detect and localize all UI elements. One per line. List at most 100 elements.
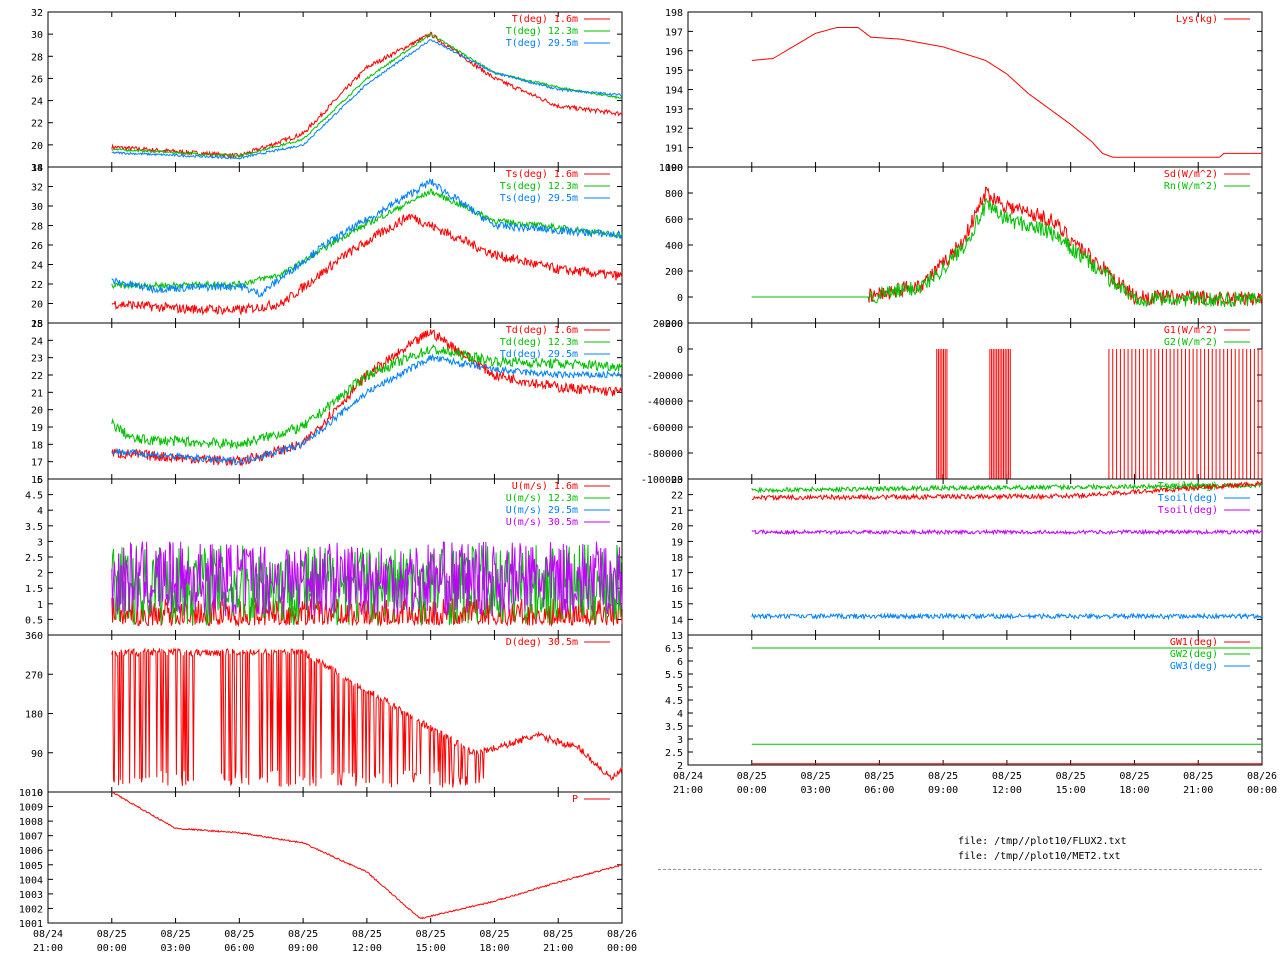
Ts-ytick-label: 18 — [31, 319, 43, 330]
T-legend-label: T(deg) 12.3m — [506, 26, 578, 37]
U-legend-label: U(m/s) 30.5m — [506, 517, 578, 528]
Tsoil-ytick-label: 14 — [671, 615, 683, 626]
GW-legend-label: GW2(deg) — [1170, 649, 1218, 660]
Rad-ytick-label: 600 — [665, 215, 683, 226]
Tsoil-legend-label: Tsoil(deg) — [1158, 481, 1218, 492]
Td-ytick-label: 24 — [31, 336, 43, 347]
P-xtick-time: 15:00 — [416, 943, 446, 954]
U-series-1 — [111, 544, 623, 626]
Ts-ytick-label: 34 — [31, 163, 43, 174]
U-ytick-label: 4 — [37, 506, 43, 517]
GW-xtick-date: 08/25 — [801, 771, 831, 782]
Tsoil-series-0 — [751, 481, 1263, 494]
P-xtick-time: 21:00 — [543, 943, 573, 954]
Lys-series-0 — [751, 27, 1262, 158]
Ts-ytick-label: 28 — [31, 222, 43, 233]
P-xtick-date: 08/25 — [416, 929, 446, 940]
GW-legend-label: GW1(deg) — [1170, 637, 1218, 648]
Ts-ytick-label: 32 — [31, 183, 43, 194]
P-xtick-time: 06:00 — [224, 943, 254, 954]
GW-xtick-date: 08/26 — [1247, 771, 1277, 782]
Ts-ytick-label: 26 — [31, 241, 43, 252]
Ts-legend-label: Ts(deg) 12.3m — [500, 181, 578, 192]
P-ytick-label: 1005 — [19, 861, 43, 872]
U-ytick-label: 5 — [37, 475, 43, 486]
Td-legend-label: Td(deg) 12.3m — [500, 337, 578, 348]
U-legend-label: U(m/s) 12.3m — [506, 493, 578, 504]
Lys-frame — [687, 11, 1263, 168]
GW-ytick-label: 5 — [677, 683, 683, 694]
T-series-0 — [111, 31, 623, 159]
GW-xtick-date: 08/25 — [1119, 771, 1149, 782]
Td-ytick-label: 20 — [31, 406, 43, 417]
T-ytick-label: 20 — [31, 141, 43, 152]
Rad-ytick-label: 200 — [665, 267, 683, 278]
GW-xtick-date: 08/25 — [928, 771, 958, 782]
Ts-series-0 — [111, 213, 623, 316]
T-ytick-label: 18 — [31, 163, 43, 174]
T-ytick-label: 26 — [31, 74, 43, 85]
GW-xtick-time: 15:00 — [1056, 785, 1086, 796]
Td-ytick-label: 22 — [31, 371, 43, 382]
P-xtick-time: 18:00 — [479, 943, 509, 954]
U-legend-label: U(m/s) 1.6m — [512, 481, 578, 492]
GW-xtick-date: 08/25 — [737, 771, 767, 782]
Tsoil-ytick-label: 19 — [671, 537, 683, 548]
P-xtick-date: 08/25 — [479, 929, 509, 940]
T-ytick-label: 32 — [31, 8, 43, 19]
Ts-series-1 — [111, 188, 623, 290]
P-xtick-date: 08/25 — [352, 929, 382, 940]
Tsoil-ytick-label: 16 — [671, 584, 683, 595]
GW-ytick-label: 6.5 — [665, 644, 683, 655]
P-xtick-date: 08/25 — [97, 929, 127, 940]
Lys-ytick-label: 190 — [665, 163, 683, 174]
P-xtick-time: 00:00 — [607, 943, 637, 954]
Rad-series-1 — [751, 197, 1263, 308]
Td-ytick-label: 25 — [31, 319, 43, 330]
P-xtick-date: 08/25 — [161, 929, 191, 940]
T-ytick-label: 24 — [31, 97, 43, 108]
T-series-1 — [111, 32, 623, 158]
GW-xtick-time: 09:00 — [928, 785, 958, 796]
Lys-ytick-label: 197 — [665, 27, 683, 38]
P-xtick-date: 08/25 — [543, 929, 573, 940]
P-ytick-label: 1002 — [19, 904, 43, 915]
G-ytick-label: -100000 — [641, 475, 683, 486]
Lys-ytick-label: 193 — [665, 105, 683, 116]
Lys-legend-label: Lys(kg) — [1176, 14, 1218, 25]
GW-ytick-label: 3.5 — [665, 722, 683, 733]
G-legend-label: G1(W/m^2) — [1164, 325, 1218, 336]
GW-ytick-label: 3 — [677, 735, 683, 746]
Td-legend-label: Td(deg) 29.5m — [500, 349, 578, 360]
U-ytick-label: 3 — [37, 537, 43, 548]
Td-ytick-label: 17 — [31, 458, 43, 469]
U-ytick-label: 4.5 — [25, 491, 43, 502]
Rad-ytick-label: -200 — [659, 319, 683, 330]
Ts-ytick-label: 30 — [31, 202, 43, 213]
Tsoil-ytick-label: 13 — [671, 631, 683, 642]
Tsoil-legend-label: Tsoil(deg) — [1158, 505, 1218, 516]
GW-ytick-label: 4 — [677, 709, 683, 720]
file-info: file: /tmp//plot10/FLUX2.txt file: /tmp/… — [958, 834, 1127, 864]
Rad-ytick-label: 0 — [677, 293, 683, 304]
P-xtick-time: 21:00 — [33, 943, 63, 954]
Tsoil-ytick-label: 17 — [671, 569, 683, 580]
GW-xtick-time: 18:00 — [1119, 785, 1149, 796]
D-ytick-label: 0 — [37, 788, 43, 799]
Tsoil-ytick-label: 20 — [671, 522, 683, 533]
Td-legend-label: Td(deg) 1.6m — [506, 325, 578, 336]
GW-ytick-label: 5.5 — [665, 670, 683, 681]
Td-ytick-label: 18 — [31, 440, 43, 451]
D-legend-label: D(deg) 30.5m — [506, 637, 578, 648]
G-ytick-label: 20000 — [653, 319, 683, 330]
divider — [658, 869, 1262, 870]
G-legend-label: G2(W/m^2) — [1164, 337, 1218, 348]
GW-ytick-label: 2 — [677, 761, 683, 772]
T-ytick-label: 30 — [31, 30, 43, 41]
Td-ytick-label: 23 — [31, 354, 43, 365]
Lys-ytick-label: 198 — [665, 8, 683, 19]
Td-ytick-label: 16 — [31, 475, 43, 486]
P-xtick-time: 00:00 — [97, 943, 127, 954]
D-ytick-label: 270 — [25, 670, 43, 681]
